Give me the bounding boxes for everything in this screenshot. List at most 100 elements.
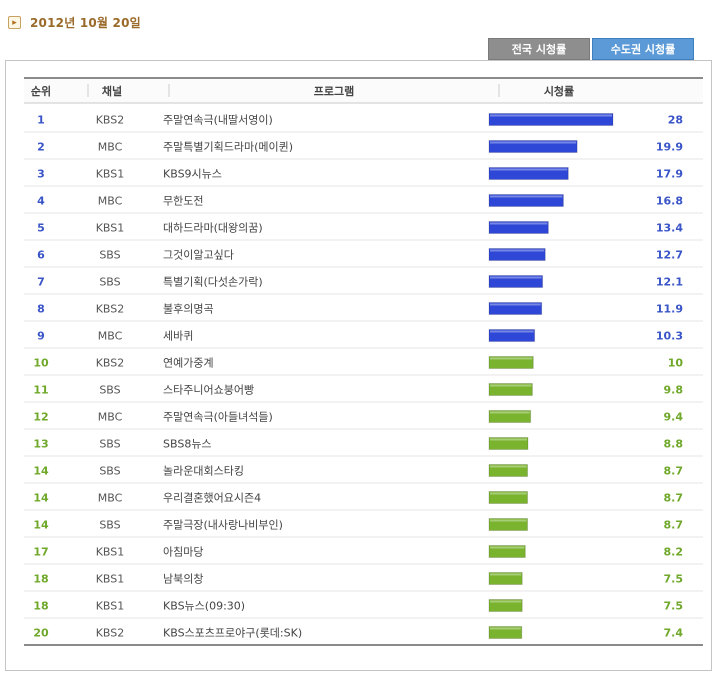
channel-label: KBS2 <box>96 357 125 370</box>
rating-bar <box>488 545 526 558</box>
rating-bar-highlight <box>490 519 527 522</box>
chevron-right-icon[interactable]: ▸ <box>8 15 21 29</box>
channel-label: SBS <box>99 276 120 289</box>
program-label: KBS뉴스(09:30) <box>163 600 245 613</box>
rating-bar <box>488 356 534 369</box>
rank-label: 4 <box>37 195 45 208</box>
channel-label: MBC <box>98 330 123 343</box>
channel-label: MBC <box>98 195 123 208</box>
rating-value-label: 13.4 <box>656 222 683 235</box>
rating-bar-highlight <box>490 168 568 171</box>
program-label: SBS8뉴스 <box>163 438 212 451</box>
rating-value-label: 8.7 <box>664 519 684 532</box>
rating-bar <box>488 599 523 612</box>
rank-label: 5 <box>37 222 45 235</box>
rating-bar <box>488 383 533 396</box>
channel-label: SBS <box>99 249 120 262</box>
channel-label: KBS1 <box>96 168 125 181</box>
rating-value-label: 28 <box>668 114 683 127</box>
rating-bar-highlight <box>490 546 525 549</box>
rank-label: 8 <box>37 303 45 316</box>
rating-value-label: 7.5 <box>664 600 684 613</box>
program-label: 주말연속극(내딸서영이) <box>163 114 273 127</box>
channel-label: SBS <box>99 438 120 451</box>
rating-value-label: 10.3 <box>656 330 683 343</box>
channel-label: MBC <box>98 141 123 154</box>
channel-label: SBS <box>99 384 120 397</box>
rating-bar <box>488 626 523 639</box>
channel-label: KBS1 <box>96 573 125 586</box>
program-label: 주말연속극(아들녀석들) <box>163 411 273 424</box>
rank-label: 9 <box>37 330 45 343</box>
channel-label: SBS <box>99 465 120 478</box>
channel-label: MBC <box>98 492 123 505</box>
rating-value-label: 17.9 <box>656 168 683 181</box>
rank-label: 2 <box>37 141 45 154</box>
program-label: 연예가중계 <box>163 357 214 370</box>
program-label: 아침마당 <box>163 546 203 559</box>
rating-bar <box>488 248 546 261</box>
rating-bar-highlight <box>490 357 533 360</box>
program-label: 세바퀴 <box>163 330 193 343</box>
rating-bar-highlight <box>490 438 527 441</box>
rank-label: 14 <box>33 519 49 532</box>
program-label: 놀라운대회스타킹 <box>163 465 244 478</box>
header-rank: 순위 <box>31 85 51 98</box>
rating-value-label: 8.8 <box>664 438 684 451</box>
rating-bar-highlight <box>490 330 534 333</box>
rank-label: 1 <box>37 114 45 127</box>
channel-label: KBS1 <box>96 222 125 235</box>
rating-bar-highlight <box>490 573 522 576</box>
channel-label: KBS2 <box>96 114 125 127</box>
rank-label: 13 <box>33 438 48 451</box>
rating-bar <box>488 464 529 477</box>
rating-bar <box>488 302 543 315</box>
rating-bar-highlight <box>490 627 521 630</box>
rank-label: 14 <box>33 492 49 505</box>
program-label: 무한도전 <box>163 195 203 208</box>
header-channel: 채널 <box>102 84 122 98</box>
program-label: 주말극장(내사랑나비부인) <box>163 519 283 532</box>
program-label: KBS9시뉴스 <box>163 168 222 181</box>
program-label: 특별기획(다섯손가락) <box>163 276 263 289</box>
program-label: 스타주니어쇼붕어빵 <box>163 384 254 397</box>
rating-value-label: 12.1 <box>656 276 683 289</box>
rank-label: 18 <box>33 600 48 613</box>
rating-bar-highlight <box>490 222 548 225</box>
program-label: 우리결혼했어요시즌4 <box>163 492 261 505</box>
table-header-bg <box>24 78 703 103</box>
rank-label: 6 <box>37 249 45 262</box>
ratings-table-chart: 순위 채널 프로그램 시청률 1 KBS2 주말연속극(내딸서영이) 28 2 MBC 주말특별기획… <box>24 77 703 646</box>
rating-bar <box>488 410 532 423</box>
program-label: 대하드라마(대왕의꿈) <box>163 221 263 235</box>
tab-national-rating[interactable]: 전국 시청률 <box>488 38 590 60</box>
rank-label: 3 <box>37 168 45 181</box>
program-label: 주말특별기획드라마(메이퀸) <box>163 141 293 154</box>
date-label: 2012년 10월 20일 <box>30 15 141 30</box>
rating-bar <box>488 140 578 153</box>
rating-value-label: 10 <box>668 357 684 370</box>
rank-label: 17 <box>33 546 48 559</box>
rating-value-label: 8.7 <box>664 465 684 478</box>
rank-label: 7 <box>37 276 45 289</box>
ratings-panel: 순위 채널 프로그램 시청률 1 KBS2 주말연속극(내딸서영이) 28 2 MBC 주말특별기획… <box>5 60 712 671</box>
rating-bar-highlight <box>490 195 563 198</box>
rating-bar-highlight <box>490 411 530 414</box>
tab-metro-rating[interactable]: 수도권 시청률 <box>592 38 694 65</box>
rating-bar <box>488 518 529 531</box>
header-program: 프로그램 <box>314 84 354 98</box>
rank-label: 18 <box>33 573 48 586</box>
rating-bar <box>488 221 549 234</box>
rank-label: 14 <box>33 465 49 478</box>
rating-bar-highlight <box>490 141 577 144</box>
rank-label: 20 <box>33 627 49 640</box>
rating-bar <box>488 275 544 288</box>
rating-bar <box>488 437 529 450</box>
rating-tabs: 전국 시청률 수도권 시청률 <box>488 38 694 65</box>
rating-bar-highlight <box>490 249 545 252</box>
rating-bar <box>488 194 564 207</box>
rating-bar <box>488 329 536 342</box>
rating-bar-highlight <box>490 384 532 387</box>
rating-value-label: 7.4 <box>664 627 684 640</box>
program-label: 남북의창 <box>163 573 203 586</box>
